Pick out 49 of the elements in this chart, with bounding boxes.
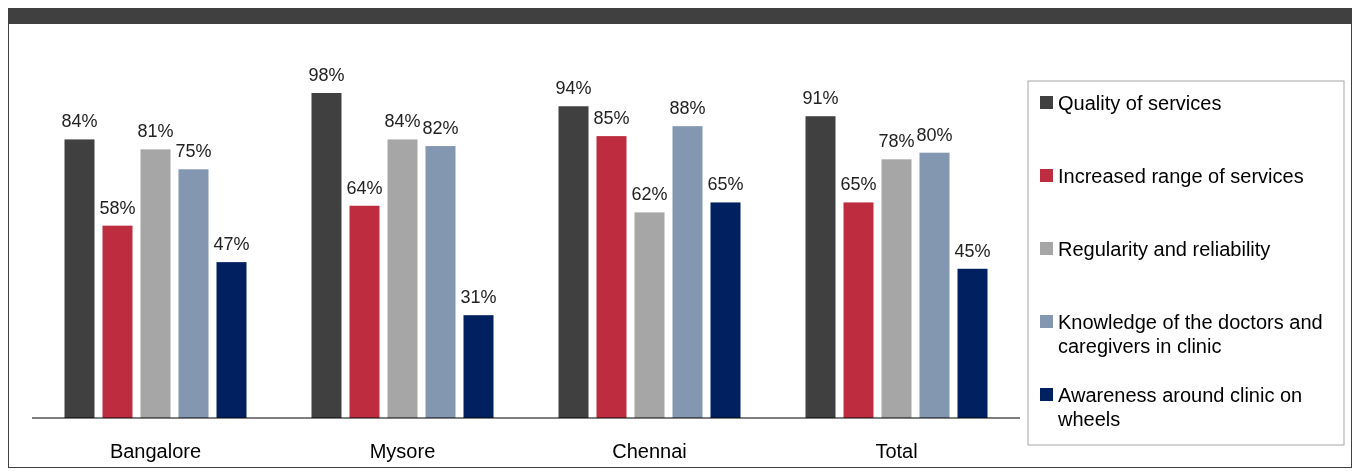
data-label: 45% — [954, 240, 991, 261]
legend-label: Increased range of services — [1058, 165, 1304, 188]
data-label: 88% — [669, 98, 706, 119]
legend-label: Regularity and reliability — [1058, 238, 1271, 261]
bar — [102, 225, 133, 418]
data-label: 85% — [593, 108, 630, 129]
bar — [558, 106, 589, 418]
data-label: 75% — [175, 141, 212, 162]
bar — [140, 149, 171, 418]
bar — [957, 268, 988, 418]
data-label: 64% — [346, 177, 383, 198]
x-tick-label: Mysore — [369, 440, 436, 462]
data-label: 65% — [840, 174, 877, 195]
bar — [216, 262, 247, 418]
data-label: 84% — [384, 111, 421, 132]
data-label: 62% — [631, 184, 668, 205]
data-label: 81% — [137, 121, 174, 142]
bar — [710, 202, 741, 418]
x-tick-label: Bangalore — [109, 440, 202, 462]
bar — [881, 159, 912, 418]
bar — [311, 93, 342, 418]
bar — [64, 139, 95, 418]
x-tick-label: Total — [875, 440, 918, 462]
bar — [425, 146, 456, 418]
x-tick-label: Chennai — [612, 440, 687, 462]
bar — [919, 152, 950, 418]
bar — [672, 126, 703, 418]
data-label: 84% — [61, 111, 98, 132]
data-label: 94% — [555, 78, 592, 99]
data-label: 31% — [460, 287, 497, 308]
data-label: 80% — [916, 124, 953, 145]
bar — [387, 139, 418, 418]
bar — [843, 202, 874, 418]
data-label: 58% — [99, 197, 136, 218]
legend-label: Quality of services — [1058, 92, 1222, 115]
bar — [463, 315, 494, 418]
data-label: 47% — [213, 234, 250, 255]
data-label: 82% — [422, 118, 459, 139]
bar — [178, 169, 209, 418]
bar — [805, 116, 836, 418]
bar — [349, 205, 380, 418]
data-label: 98% — [308, 65, 345, 85]
bar — [634, 212, 665, 418]
legend-label: Knowledge of the doctors and caregivers in clinic — [1058, 311, 1323, 358]
data-label: 78% — [878, 131, 915, 152]
data-label: 91% — [802, 88, 839, 109]
data-label: 65% — [707, 174, 744, 195]
legend-label: Awareness around clinic on wheels — [1057, 384, 1303, 431]
bar — [596, 136, 627, 418]
